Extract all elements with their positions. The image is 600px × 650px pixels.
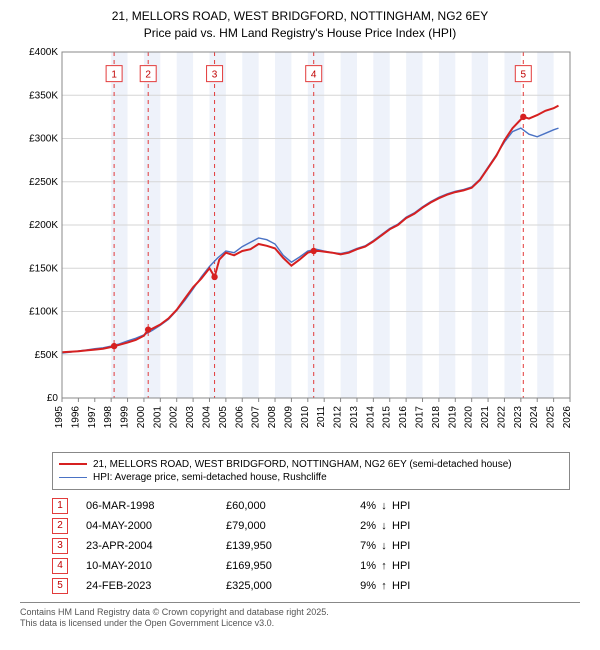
svg-text:2006: 2006 [234, 405, 245, 428]
svg-text:2005: 2005 [218, 405, 229, 428]
chart-container: 21, MELLORS ROAD, WEST BRIDGFORD, NOTTIN… [0, 0, 600, 638]
sale-price: £325,000 [226, 580, 336, 592]
sale-pct: 9% [336, 580, 376, 592]
svg-text:2014: 2014 [365, 405, 376, 428]
sale-date: 04-MAY-2000 [86, 520, 226, 532]
svg-text:£350K: £350K [29, 90, 58, 101]
svg-text:1995: 1995 [54, 405, 65, 428]
svg-text:2000: 2000 [136, 405, 147, 428]
legend-swatch-red [59, 463, 87, 465]
svg-text:1999: 1999 [120, 405, 131, 428]
sale-arrow-icon: ↑ [376, 580, 392, 592]
sale-arrow-icon: ↓ [376, 500, 392, 512]
sale-pct: 4% [336, 500, 376, 512]
svg-text:2016: 2016 [398, 405, 409, 428]
svg-text:4: 4 [311, 69, 317, 80]
sale-price: £139,950 [226, 540, 336, 552]
sales-row: 2 04-MAY-2000£79,0002%↓HPI [52, 518, 570, 534]
footer: Contains HM Land Registry data © Crown c… [20, 602, 580, 630]
sale-price: £79,000 [226, 520, 336, 532]
chart-svg: £0 £50K £100K £150K £200K £250K £300K £350K £400… [20, 46, 580, 446]
title-block: 21, MELLORS ROAD, WEST BRIDGFORD, NOTTIN… [10, 8, 590, 42]
svg-text:1998: 1998 [103, 405, 114, 428]
svg-text:2022: 2022 [496, 405, 507, 428]
svg-text:1997: 1997 [87, 405, 98, 428]
sale-arrow-icon: ↑ [376, 560, 392, 572]
svg-text:2019: 2019 [447, 405, 458, 428]
legend-label: HPI: Average price, semi-detached house,… [93, 472, 327, 483]
svg-text:2020: 2020 [464, 405, 475, 428]
sale-badge: 5 [52, 578, 68, 594]
svg-text:2004: 2004 [201, 405, 212, 428]
footer-line-2: This data is licensed under the Open Gov… [20, 618, 580, 630]
svg-text:2018: 2018 [431, 405, 442, 428]
sale-price: £60,000 [226, 500, 336, 512]
svg-text:2024: 2024 [529, 405, 540, 428]
sale-date: 23-APR-2004 [86, 540, 226, 552]
svg-text:2023: 2023 [513, 405, 524, 428]
svg-text:2013: 2013 [349, 405, 360, 428]
svg-text:3: 3 [212, 69, 218, 80]
svg-text:2011: 2011 [316, 405, 327, 427]
sales-table: 106-MAR-1998£60,0004%↓HPI204-MAY-2000£79… [52, 498, 570, 594]
svg-text:£50K: £50K [35, 349, 59, 360]
sale-date: 10-MAY-2010 [86, 560, 226, 572]
sale-hpi-tag: HPI [392, 500, 432, 512]
sale-date: 06-MAR-1998 [86, 500, 226, 512]
sale-pct: 7% [336, 540, 376, 552]
svg-text:1996: 1996 [70, 405, 81, 428]
svg-text:2007: 2007 [251, 405, 262, 428]
sales-row: 3 23-APR-2004£139,9507%↓HPI [52, 538, 570, 554]
svg-text:2017: 2017 [415, 405, 426, 428]
sale-arrow-icon: ↓ [376, 520, 392, 532]
sale-pct: 1% [336, 560, 376, 572]
svg-text:2002: 2002 [169, 405, 180, 428]
sale-pct: 2% [336, 520, 376, 532]
svg-text:£400K: £400K [29, 47, 58, 58]
svg-text:2015: 2015 [382, 405, 393, 428]
legend-row: 21, MELLORS ROAD, WEST BRIDGFORD, NOTTIN… [59, 459, 563, 470]
sales-row: 5 24-FEB-2023£325,0009%↑HPI [52, 578, 570, 594]
chart-area: £0 £50K £100K £150K £200K £250K £300K £350K £400… [20, 46, 580, 446]
legend-swatch-blue [59, 477, 87, 478]
sale-date: 24-FEB-2023 [86, 580, 226, 592]
svg-text:£250K: £250K [29, 176, 58, 187]
sales-row: 1 06-MAR-1998£60,0004%↓HPI [52, 498, 570, 514]
sales-row: 4 10-MAY-2010£169,9501%↑HPI [52, 558, 570, 574]
sale-arrow-icon: ↓ [376, 540, 392, 552]
title-line-2: Price paid vs. HM Land Registry's House … [10, 25, 590, 42]
svg-text:2010: 2010 [300, 405, 311, 428]
sale-hpi-tag: HPI [392, 540, 432, 552]
sale-hpi-tag: HPI [392, 520, 432, 532]
sale-hpi-tag: HPI [392, 560, 432, 572]
svg-text:2: 2 [145, 69, 151, 80]
sale-price: £169,950 [226, 560, 336, 572]
sale-hpi-tag: HPI [392, 580, 432, 592]
sale-badge: 4 [52, 558, 68, 574]
svg-text:2001: 2001 [152, 405, 163, 428]
svg-text:2012: 2012 [333, 405, 344, 428]
svg-text:2003: 2003 [185, 405, 196, 428]
svg-text:£150K: £150K [29, 263, 58, 274]
sale-badge: 2 [52, 518, 68, 534]
svg-text:£100K: £100K [29, 306, 58, 317]
title-line-1: 21, MELLORS ROAD, WEST BRIDGFORD, NOTTIN… [10, 8, 590, 25]
svg-text:2025: 2025 [546, 405, 557, 428]
legend-label: 21, MELLORS ROAD, WEST BRIDGFORD, NOTTIN… [93, 459, 512, 470]
svg-text:2008: 2008 [267, 405, 278, 428]
legend-row: HPI: Average price, semi-detached house,… [59, 472, 563, 483]
svg-text:1: 1 [111, 69, 117, 80]
sale-badge: 3 [52, 538, 68, 554]
legend-box: 21, MELLORS ROAD, WEST BRIDGFORD, NOTTIN… [52, 452, 570, 490]
sale-badge: 1 [52, 498, 68, 514]
svg-text:2009: 2009 [283, 405, 294, 428]
svg-text:5: 5 [521, 69, 527, 80]
footer-line-1: Contains HM Land Registry data © Crown c… [20, 607, 580, 619]
svg-text:2021: 2021 [480, 405, 491, 428]
svg-text:£200K: £200K [29, 220, 58, 231]
svg-text:£0: £0 [47, 393, 59, 404]
svg-text:2026: 2026 [562, 405, 573, 428]
svg-text:£300K: £300K [29, 133, 58, 144]
